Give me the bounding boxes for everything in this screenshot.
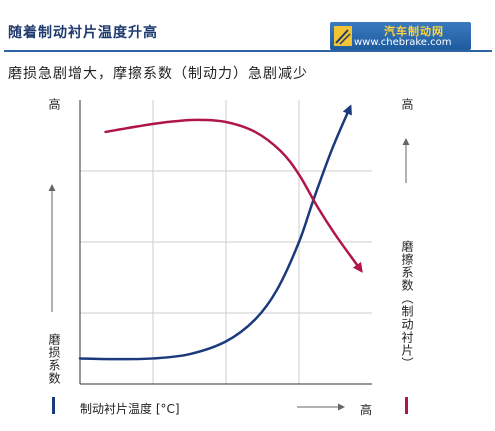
y-right-label: 磨擦系数（制动衬片） — [400, 240, 414, 370]
brake-pad-icon — [334, 26, 352, 46]
logo-url[interactable]: www.chebrake.com — [354, 37, 452, 48]
x-axis-label: 制动衬片温度 [°C] — [80, 402, 180, 416]
x-high-label: 高 — [360, 403, 373, 417]
y-left-label: 磨损系数 — [47, 333, 61, 385]
logo-name: 汽车制动网 — [384, 25, 444, 38]
friction-series-swatch — [405, 397, 408, 414]
y-right-high-label: 高 — [400, 98, 414, 111]
chart-subtitle: 磨损急剧增大，摩擦系数（制动力）急剧减少 — [8, 66, 308, 82]
site-logo[interactable]: 汽车制动网 www.chebrake.com — [330, 22, 471, 50]
y-left-high-label: 高 — [47, 98, 61, 111]
header-rule — [4, 50, 492, 52]
wear-coefficient-line — [78, 104, 352, 361]
friction-coefficient-line — [104, 118, 363, 273]
wear-series-swatch — [52, 397, 55, 414]
page-title: 随着制动衬片温度升高 — [8, 25, 158, 41]
